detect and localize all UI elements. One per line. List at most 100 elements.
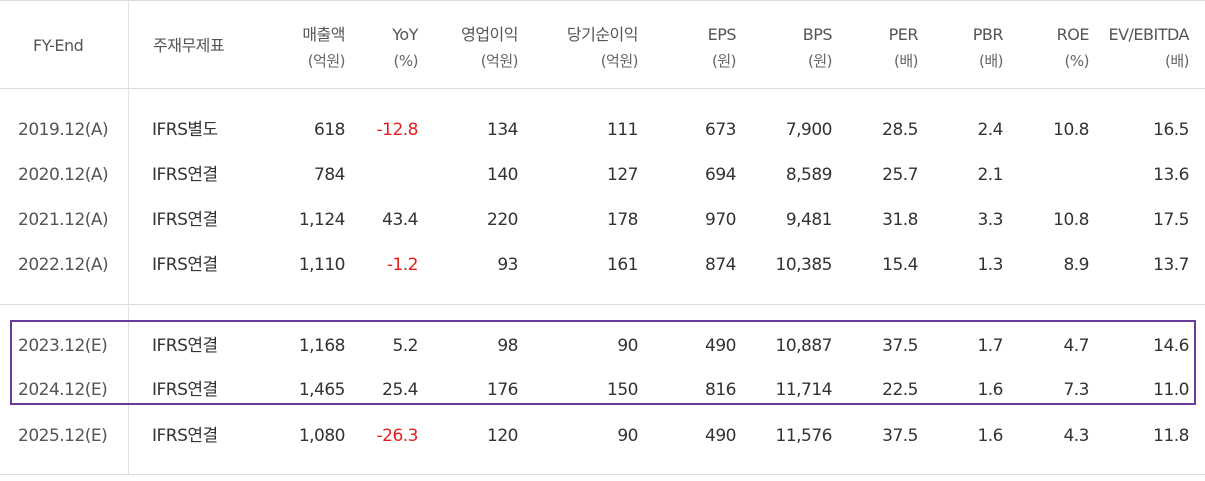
- cell-fy-end: 2024.12(E): [18, 380, 108, 400]
- header-statement-type: 주재무제표: [153, 33, 225, 59]
- cell-roe: 4.7: [1063, 336, 1089, 356]
- header-label: 매출액: [302, 25, 345, 44]
- cell-ev-ebitda: 16.5: [1153, 120, 1189, 140]
- header-eps: EPS (원): [707, 22, 737, 74]
- cell-fy-end: 2020.12(A): [18, 165, 109, 185]
- cell-statement-type: IFRS연결: [152, 255, 218, 275]
- column-divider: [128, 89, 129, 474]
- cell-bps: 11,576: [775, 426, 833, 446]
- cell-eps: 490: [705, 336, 736, 356]
- cell-eps: 970: [705, 210, 736, 230]
- cell-bps: 10,887: [775, 336, 833, 356]
- header-unit: (원): [807, 52, 833, 70]
- header-per: PER (배): [888, 22, 919, 74]
- header-label: EPS: [707, 25, 737, 44]
- header-unit: (억원): [600, 52, 639, 70]
- header-unit: (배): [978, 52, 1004, 70]
- header-unit: (%): [1064, 52, 1090, 70]
- cell-pbr: 3.3: [977, 210, 1003, 230]
- header-label: ROE: [1056, 25, 1090, 44]
- cell-revenue: 1,110: [298, 255, 346, 275]
- cell-revenue: 1,168: [298, 336, 346, 356]
- cell-statement-type: IFRS연결: [152, 210, 218, 230]
- cell-operating-profit: 176: [487, 380, 518, 400]
- header-revenue: 매출액 (억원): [302, 22, 345, 74]
- cell-fy-end: 2021.12(A): [18, 210, 109, 230]
- cell-bps: 10,385: [775, 255, 833, 275]
- cell-roe: 8.9: [1063, 255, 1089, 275]
- header-unit: (%): [393, 52, 419, 70]
- header-label: EV/EBITDA: [1108, 25, 1189, 44]
- cell-revenue: 784: [314, 165, 345, 185]
- header-label: 주재무제표: [153, 36, 225, 55]
- cell-operating-profit: 98: [497, 336, 518, 356]
- cell-per: 15.4: [882, 255, 918, 275]
- cell-bps: 7,900: [785, 120, 833, 140]
- cell-net-income: 178: [607, 210, 638, 230]
- cell-yoy: -1.2: [386, 255, 419, 275]
- cell-eps: 874: [705, 255, 736, 275]
- header-label: YoY: [392, 25, 418, 44]
- highlight-box: [10, 320, 1196, 405]
- header-label: 영업이익: [461, 25, 518, 44]
- header-label: PER: [888, 25, 919, 44]
- cell-per: 28.5: [882, 120, 918, 140]
- cell-eps: 816: [705, 380, 736, 400]
- cell-statement-type: IFRS연결: [152, 380, 218, 400]
- cell-roe: 7.3: [1063, 380, 1089, 400]
- cell-statement-type: IFRS연결: [152, 336, 218, 356]
- header-unit: (억원): [480, 52, 519, 70]
- cell-eps: 673: [705, 120, 736, 140]
- cell-statement-type: IFRS별도: [152, 120, 218, 140]
- cell-ev-ebitda: 17.5: [1153, 210, 1189, 230]
- header-net-income: 당기순이익 (억원): [567, 22, 639, 74]
- column-divider: [128, 0, 129, 88]
- cell-roe: 4.3: [1063, 426, 1089, 446]
- header-label: FY-End: [33, 36, 84, 55]
- header-yoy: YoY (%): [392, 22, 418, 74]
- cell-bps: 9,481: [785, 210, 833, 230]
- header-unit: (배): [893, 52, 919, 70]
- cell-yoy: -12.8: [376, 120, 419, 140]
- cell-statement-type: IFRS연결: [152, 165, 218, 185]
- cell-per: 37.5: [882, 426, 918, 446]
- cell-bps: 11,714: [775, 380, 833, 400]
- cell-net-income: 90: [617, 426, 638, 446]
- cell-yoy: -26.3: [376, 426, 419, 446]
- cell-pbr: 1.7: [977, 336, 1003, 356]
- cell-revenue: 1,124: [298, 210, 346, 230]
- header-label: PBR: [972, 25, 1004, 44]
- cell-fy-end: 2019.12(A): [18, 120, 109, 140]
- cell-bps: 8,589: [785, 165, 833, 185]
- cell-eps: 490: [705, 426, 736, 446]
- cell-net-income: 161: [607, 255, 638, 275]
- cell-per: 31.8: [882, 210, 918, 230]
- header-roe: ROE (%): [1056, 22, 1090, 74]
- header-pbr: PBR (배): [972, 22, 1004, 74]
- cell-revenue: 618: [314, 120, 345, 140]
- cell-ev-ebitda: 14.6: [1153, 336, 1189, 356]
- cell-pbr: 1.3: [977, 255, 1003, 275]
- cell-statement-type: IFRS연결: [152, 426, 218, 446]
- table-top-border: [0, 0, 1205, 1]
- cell-eps: 694: [705, 165, 736, 185]
- cell-pbr: 2.1: [977, 165, 1003, 185]
- cell-operating-profit: 93: [497, 255, 518, 275]
- cell-yoy: 43.4: [382, 210, 418, 230]
- header-fy-end: FY-End: [33, 33, 84, 59]
- cell-yoy: 5.2: [392, 336, 418, 356]
- cell-per: 22.5: [882, 380, 918, 400]
- cell-net-income: 90: [617, 336, 638, 356]
- cell-net-income: 127: [607, 165, 638, 185]
- header-unit: (배): [1164, 52, 1190, 70]
- cell-net-income: 111: [607, 120, 638, 140]
- cell-per: 37.5: [882, 336, 918, 356]
- cell-per: 25.7: [882, 165, 918, 185]
- cell-operating-profit: 220: [487, 210, 518, 230]
- cell-pbr: 1.6: [977, 426, 1003, 446]
- table-bottom-border: [0, 474, 1205, 475]
- header-ev-ebitda: EV/EBITDA (배): [1108, 22, 1189, 74]
- cell-fy-end: 2022.12(A): [18, 255, 109, 275]
- header-label: BPS: [802, 25, 833, 44]
